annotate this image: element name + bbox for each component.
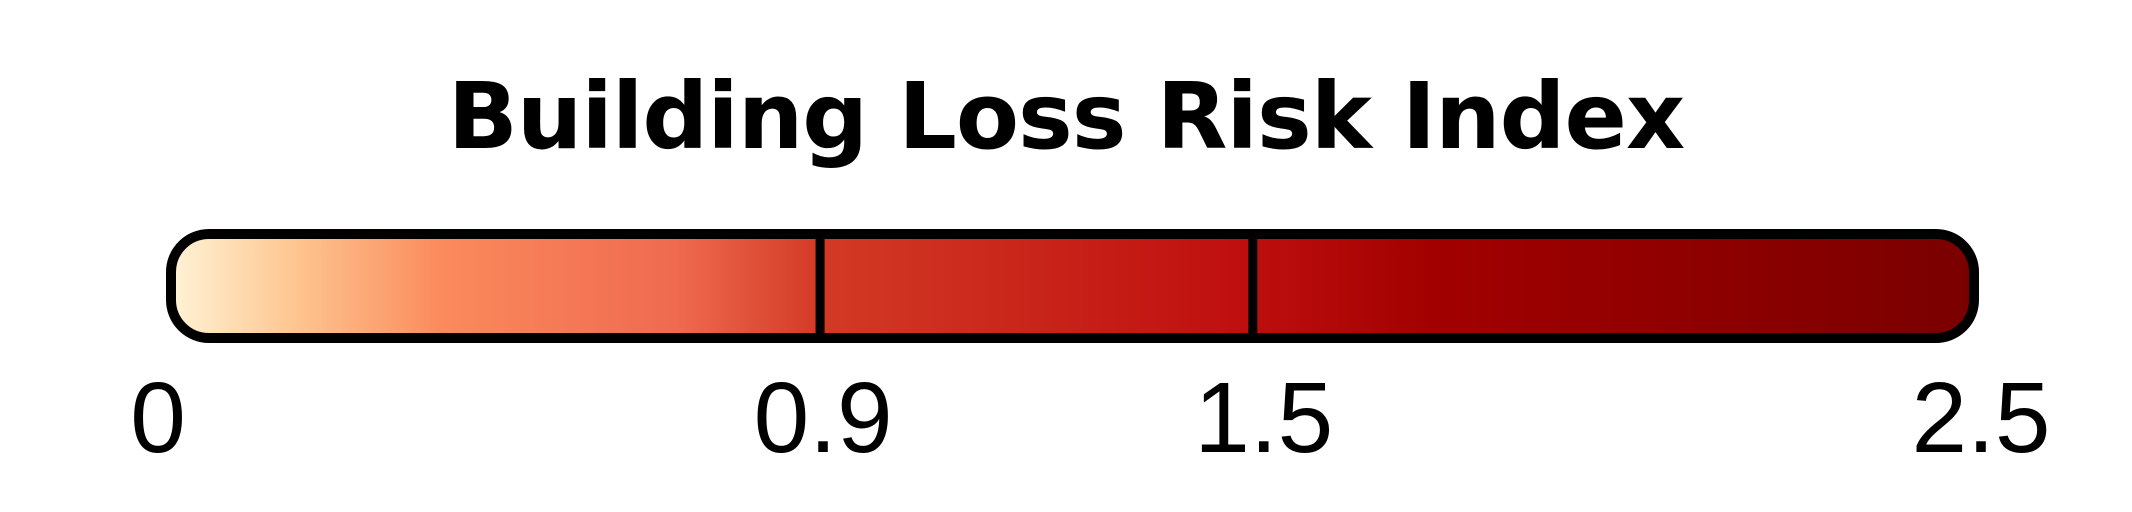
color-bar [166,229,1979,343]
tick-label: 1.5 [1194,362,1333,474]
legend-title: Building Loss Risk Index [447,63,1686,170]
tick-label: 0.9 [754,362,893,474]
tick-labels: 0 0.9 1.5 2.5 [130,362,2050,474]
tick-label: 2.5 [1911,362,2050,474]
break-lines [815,234,1258,338]
tick-label: 0 [130,362,186,474]
